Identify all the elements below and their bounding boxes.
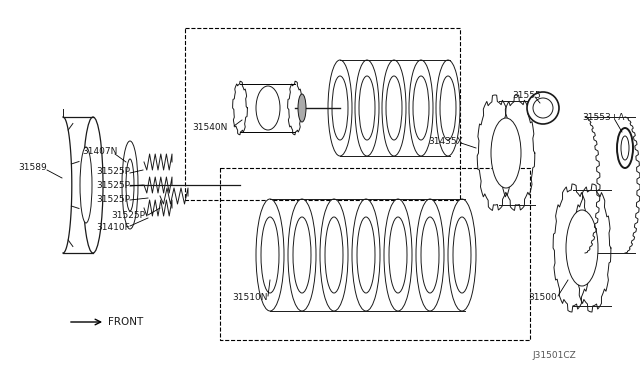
Ellipse shape	[256, 199, 284, 311]
Ellipse shape	[384, 199, 412, 311]
Text: 31510N: 31510N	[232, 294, 268, 302]
Ellipse shape	[621, 136, 629, 160]
Ellipse shape	[453, 217, 471, 293]
Text: 31555: 31555	[512, 90, 541, 99]
Ellipse shape	[293, 217, 311, 293]
Ellipse shape	[389, 217, 407, 293]
Text: 31589: 31589	[18, 164, 47, 173]
Ellipse shape	[261, 217, 279, 293]
Ellipse shape	[359, 76, 375, 140]
Text: 31525P: 31525P	[96, 196, 130, 205]
Text: 31525P: 31525P	[96, 167, 130, 176]
Ellipse shape	[533, 98, 553, 118]
Ellipse shape	[288, 199, 316, 311]
Ellipse shape	[566, 210, 598, 286]
Ellipse shape	[440, 76, 456, 140]
Ellipse shape	[357, 217, 375, 293]
Ellipse shape	[527, 92, 559, 124]
Text: 31525P: 31525P	[111, 211, 145, 219]
Ellipse shape	[409, 60, 433, 156]
Text: FRONT: FRONT	[108, 317, 143, 327]
Ellipse shape	[83, 117, 103, 253]
Text: 31500: 31500	[528, 294, 557, 302]
Text: 31553+A: 31553+A	[582, 113, 625, 122]
Ellipse shape	[382, 60, 406, 156]
Ellipse shape	[448, 199, 476, 311]
Ellipse shape	[320, 199, 348, 311]
Ellipse shape	[256, 86, 280, 130]
Ellipse shape	[491, 118, 521, 188]
Ellipse shape	[298, 94, 306, 122]
Ellipse shape	[413, 76, 429, 140]
Ellipse shape	[80, 147, 92, 223]
Ellipse shape	[352, 199, 380, 311]
Ellipse shape	[421, 217, 439, 293]
Ellipse shape	[126, 159, 134, 211]
Text: 31407N: 31407N	[82, 148, 117, 157]
Ellipse shape	[386, 76, 402, 140]
Ellipse shape	[436, 60, 460, 156]
Ellipse shape	[355, 60, 379, 156]
Ellipse shape	[332, 76, 348, 140]
Ellipse shape	[617, 128, 633, 168]
Ellipse shape	[325, 217, 343, 293]
Ellipse shape	[328, 60, 352, 156]
Ellipse shape	[122, 141, 138, 229]
Text: 31540N: 31540N	[192, 124, 227, 132]
Text: 31435X: 31435X	[428, 138, 463, 147]
Text: J31501CZ: J31501CZ	[532, 352, 576, 360]
Text: 31410F: 31410F	[96, 224, 130, 232]
Text: 31525P: 31525P	[96, 182, 130, 190]
Ellipse shape	[416, 199, 444, 311]
